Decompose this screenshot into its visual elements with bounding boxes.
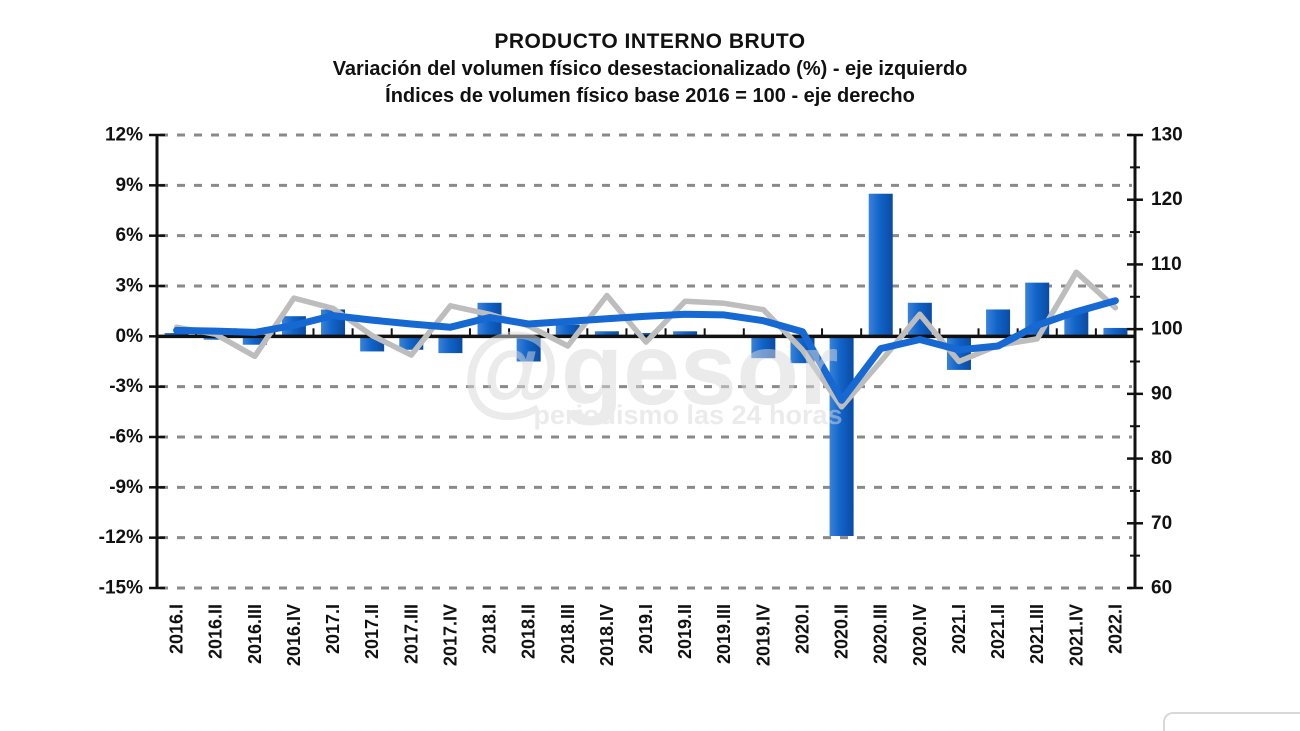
x-axis-label-2018.II: 2018.II — [519, 604, 539, 659]
x-axis-label-2021.III: 2021.III — [1027, 604, 1047, 664]
right-axis-label: 90 — [1151, 383, 1172, 404]
chart-title-block: PRODUCTO INTERNO BRUTO Variación del vol… — [0, 30, 1300, 108]
x-axis-label-2020.IV: 2020.IV — [910, 604, 930, 666]
right-axis-label: 110 — [1151, 254, 1182, 275]
bar-2016.III — [242, 336, 267, 345]
bar-2018.II — [516, 336, 541, 362]
x-axis-label-2016.III: 2016.III — [245, 604, 265, 664]
left-axis-label: -6% — [109, 427, 143, 448]
x-axis-label-2018.III: 2018.III — [558, 604, 578, 664]
right-axis-label: 60 — [1151, 578, 1172, 599]
bar-2020.III — [868, 193, 893, 337]
x-axis-label-2016.I: 2016.I — [167, 604, 187, 654]
x-axis-label-2016.II: 2016.II — [206, 604, 226, 659]
bar-2021.II — [986, 309, 1011, 337]
right-axis-label: 120 — [1151, 189, 1183, 210]
x-axis-label-2020.I: 2020.I — [792, 604, 812, 654]
x-axis-label-2022.I: 2022.I — [1105, 604, 1125, 654]
raw-index-line — [173, 269, 1119, 410]
left-axis-label: 12% — [105, 125, 143, 146]
x-axis-label-2017.IV: 2017.IV — [440, 604, 460, 666]
bar-2019.II — [673, 331, 698, 337]
x-axis-label-2021.IV: 2021.IV — [1066, 604, 1086, 666]
x-axis-label-2019.IV: 2019.IV — [753, 604, 773, 666]
right-axis-label: 80 — [1151, 448, 1172, 469]
x-axis-label-2020.III: 2020.III — [871, 604, 891, 664]
x-axis-label-2019.III: 2019.III — [714, 604, 734, 664]
bar-2020.II — [829, 336, 854, 536]
left-axis-label: 6% — [116, 225, 144, 246]
x-axis-label-2021.II: 2021.II — [988, 604, 1008, 659]
x-axis-label-2016.IV: 2016.IV — [284, 604, 304, 666]
bar-2018.IV — [594, 331, 619, 337]
bar-2020.IV — [907, 302, 932, 337]
x-axis-label-2017.III: 2017.III — [401, 604, 421, 664]
bar-2017.IV — [438, 336, 463, 354]
chart-subtitle-right-axis: Índices de volumen físico base 2016 = 10… — [385, 85, 915, 107]
x-axis-label-2019.I: 2019.I — [636, 604, 656, 654]
left-axis-label: -12% — [99, 527, 143, 548]
bar-2018.III — [555, 324, 580, 337]
left-axis-label: -15% — [99, 578, 143, 599]
x-axis-label-2020.II: 2020.II — [832, 604, 852, 659]
x-axis-label-2018.IV: 2018.IV — [597, 604, 617, 666]
x-axis-label-2017.II: 2017.II — [362, 604, 382, 659]
chart-title: PRODUCTO INTERNO BRUTO — [494, 30, 806, 53]
x-axis-label-2017.I: 2017.I — [323, 604, 343, 654]
left-axis-label: 0% — [116, 326, 144, 347]
x-axis-label-2018.I: 2018.I — [480, 604, 500, 654]
left-axis-label: -9% — [109, 477, 143, 498]
adjusted-index-line — [173, 297, 1119, 404]
chart-subtitle-left-axis: Variación del volumen físico desestacion… — [332, 58, 968, 80]
left-axis-label: 3% — [116, 276, 144, 297]
right-axis-label: 70 — [1151, 513, 1172, 534]
watermark-logo-text: @gesor — [461, 312, 838, 426]
x-axis-label-2021.I: 2021.I — [949, 604, 969, 654]
watermark-tagline: periodismo las 24 horas — [533, 400, 842, 430]
right-axis-label: 100 — [1151, 319, 1183, 340]
bar-2022.I — [1103, 327, 1128, 337]
bar-2019.IV — [751, 336, 776, 359]
bottom-right-panel-corner — [1163, 712, 1300, 731]
left-axis-label: 9% — [116, 175, 144, 196]
x-axis-label-2019.II: 2019.II — [675, 604, 695, 659]
right-axis-label: 130 — [1151, 125, 1183, 146]
left-axis-label: -3% — [109, 376, 143, 397]
